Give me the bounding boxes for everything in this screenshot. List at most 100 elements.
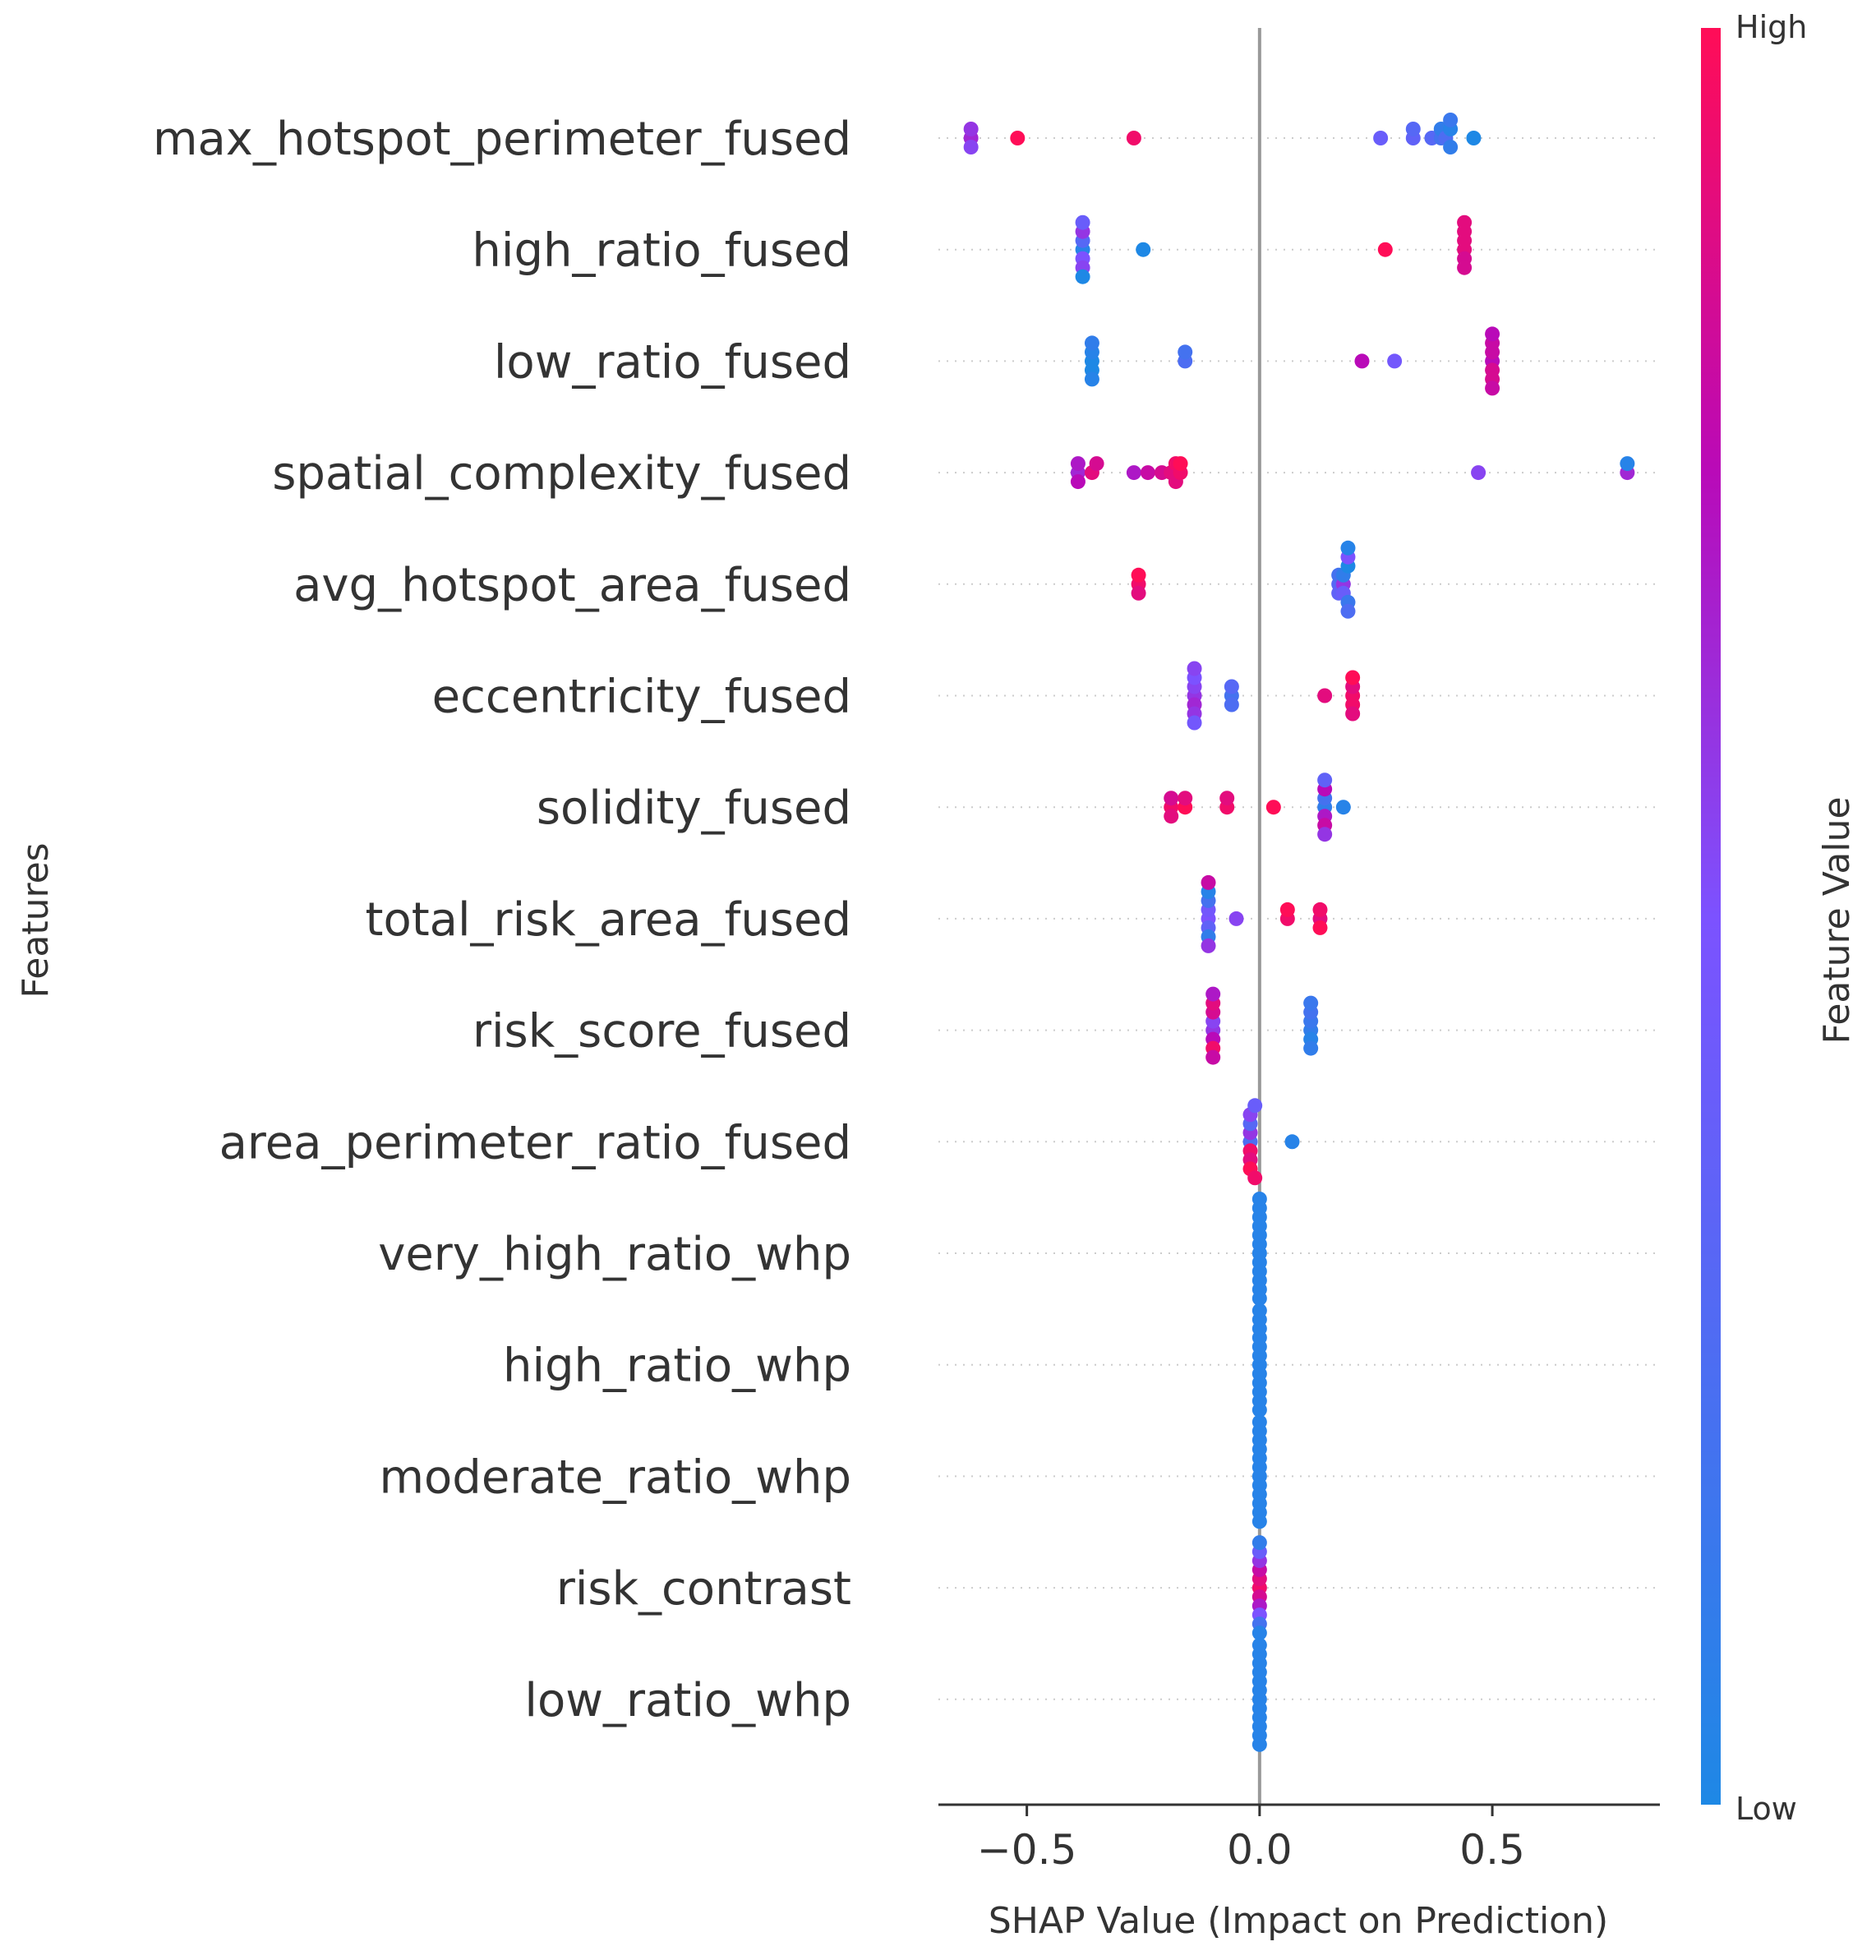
shap-point — [1317, 688, 1333, 703]
shap-point — [1620, 456, 1635, 472]
shap-point — [1377, 242, 1393, 257]
feature-label: eccentricity_fused — [432, 671, 851, 724]
shap-point — [1340, 603, 1356, 619]
shap-point — [1224, 697, 1239, 713]
feature-label: spatial_complexity_fused — [272, 447, 851, 500]
colorbar-title: Feature Value — [1816, 796, 1858, 1044]
shap-point — [1010, 131, 1026, 145]
shap-point — [1084, 335, 1099, 351]
x-tick-label: 0.0 — [1227, 1826, 1293, 1874]
shap-point — [1466, 131, 1482, 145]
x-axis-ticks: −0.5 0.0 0.5 — [977, 1805, 1525, 1874]
shap-point — [1205, 986, 1221, 1002]
shap-point — [1312, 920, 1328, 935]
shap-point — [1303, 995, 1319, 1011]
shap-point — [1387, 353, 1403, 369]
shap-point — [1201, 874, 1216, 890]
shap-point — [1345, 670, 1361, 685]
shap-point — [1089, 456, 1104, 472]
colorbar — [1701, 28, 1721, 1805]
shap-point — [1201, 938, 1216, 953]
feature-label: very_high_ratio_whp — [378, 1228, 851, 1281]
shap-point — [1251, 1291, 1267, 1306]
shap-point — [1279, 902, 1295, 917]
feature-label: avg_hotspot_area_fused — [293, 559, 851, 612]
shap-point — [1345, 706, 1361, 722]
colorbar-high-label: High — [1735, 9, 1807, 45]
shap-point — [1405, 122, 1421, 136]
shap-point — [1265, 800, 1281, 815]
feature-label: area_perimeter_ratio_fused — [219, 1116, 851, 1169]
shap-point — [1205, 1049, 1221, 1065]
shap-point — [1178, 344, 1193, 360]
shap-point — [1070, 456, 1085, 472]
feature-labels: max_hotspot_perimeter_fused high_ratio_fu… — [153, 113, 851, 1727]
shap-point — [963, 140, 979, 154]
shap-point — [1187, 661, 1202, 676]
shap-point — [1284, 1134, 1300, 1150]
shap-point — [1178, 791, 1193, 806]
colorbar-low-label: Low — [1735, 1791, 1797, 1827]
shap-point — [1373, 131, 1389, 145]
shap-point — [1251, 1535, 1267, 1551]
shap-point — [1164, 809, 1179, 824]
x-axis-title: SHAP Value (Impact on Prediction) — [989, 1900, 1608, 1942]
feature-label: solidity_fused — [537, 782, 851, 835]
shap-point — [1457, 260, 1473, 275]
y-axis-title: Features — [15, 842, 57, 998]
shap-point — [1251, 1414, 1267, 1430]
shap-point — [1251, 1626, 1267, 1641]
shap-point — [1247, 1098, 1263, 1114]
shap-point — [1140, 465, 1155, 481]
shap-point — [1340, 540, 1356, 556]
shap-point — [1187, 715, 1202, 731]
feature-label: total_risk_area_fused — [366, 893, 852, 947]
shap-point — [1251, 1303, 1267, 1318]
feature-label: low_ratio_whp — [524, 1674, 851, 1727]
shap-point — [1126, 465, 1141, 481]
shap-points — [963, 113, 1635, 1752]
shap-point — [1471, 465, 1487, 481]
shap-point — [1485, 326, 1500, 342]
shap-point — [1317, 772, 1333, 788]
shap-point — [1247, 1170, 1263, 1186]
shap-point — [1303, 1040, 1319, 1056]
shap-point — [1131, 585, 1146, 601]
shap-point — [1443, 113, 1459, 127]
feature-label: high_ratio_whp — [503, 1340, 851, 1393]
shap-point — [1219, 791, 1235, 806]
shap-point — [1354, 353, 1370, 369]
shap-point — [1443, 140, 1459, 154]
shap-point — [963, 122, 979, 136]
shap-point — [1173, 456, 1188, 472]
feature-label: low_ratio_fused — [494, 335, 851, 389]
shap-point — [1457, 214, 1473, 230]
shap-point — [1131, 567, 1146, 583]
shap-point — [1224, 679, 1239, 694]
shap-point — [1228, 911, 1244, 926]
shap-point — [1075, 269, 1090, 284]
shap-point — [1251, 1514, 1267, 1529]
row-grid-lines — [938, 137, 1660, 1700]
shap-point — [1075, 214, 1090, 230]
x-tick-label: 0.5 — [1459, 1826, 1525, 1874]
shap-point — [1312, 902, 1328, 917]
shap-point — [1251, 1736, 1267, 1752]
shap-point — [1251, 1192, 1267, 1206]
shap-point — [1084, 371, 1099, 387]
feature-label: risk_contrast — [556, 1562, 851, 1616]
feature-label: max_hotspot_perimeter_fused — [153, 113, 851, 166]
shap-point — [1485, 380, 1500, 396]
shap-point — [1251, 1637, 1267, 1653]
shap-point — [1335, 800, 1351, 815]
feature-label: high_ratio_fused — [472, 224, 851, 278]
feature-label: moderate_ratio_whp — [379, 1450, 851, 1504]
shap-point — [1136, 242, 1151, 257]
shap-point — [1251, 1402, 1267, 1418]
x-tick-label: −0.5 — [977, 1826, 1076, 1874]
shap-point — [1070, 474, 1085, 490]
shap-point — [1164, 791, 1179, 806]
shap-point — [1317, 827, 1333, 842]
shap-point — [1126, 131, 1141, 145]
